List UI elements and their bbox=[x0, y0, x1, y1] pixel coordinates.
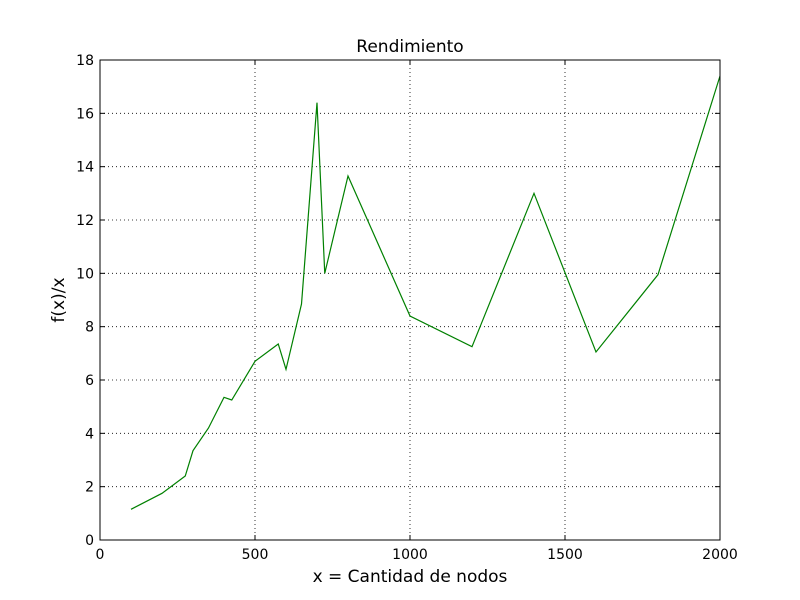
x-axis-label: x = Cantidad de nodos bbox=[313, 567, 508, 587]
y-tick-label: 14 bbox=[76, 160, 94, 176]
y-axis-label: f(x)/x bbox=[49, 277, 69, 322]
y-tick-label: 2 bbox=[85, 480, 94, 496]
y-tick-label: 6 bbox=[85, 373, 94, 389]
x-tick-label: 1500 bbox=[547, 547, 583, 563]
series-layer bbox=[130, 75, 721, 510]
y-tick-label: 4 bbox=[85, 426, 94, 442]
x-tick-label: 0 bbox=[96, 547, 105, 563]
ticks: 0 500 1000 1500 2000 0 2 4 6 8 10 12 14 16 18 bbox=[76, 53, 738, 563]
y-tick-label: 12 bbox=[76, 213, 94, 229]
series-line-0 bbox=[130, 75, 721, 510]
grid bbox=[100, 60, 720, 540]
y-tick-label: 8 bbox=[85, 320, 94, 336]
chart-title: Rendimiento bbox=[356, 37, 463, 57]
x-tick-label: 1000 bbox=[392, 547, 428, 563]
x-tick-label: 500 bbox=[242, 547, 269, 563]
y-tick-label: 0 bbox=[85, 533, 94, 549]
y-tick-label: 10 bbox=[76, 266, 94, 282]
y-tick-label: 16 bbox=[76, 106, 94, 122]
y-tick-label: 18 bbox=[76, 53, 94, 69]
x-tick-label: 2000 bbox=[702, 547, 738, 563]
